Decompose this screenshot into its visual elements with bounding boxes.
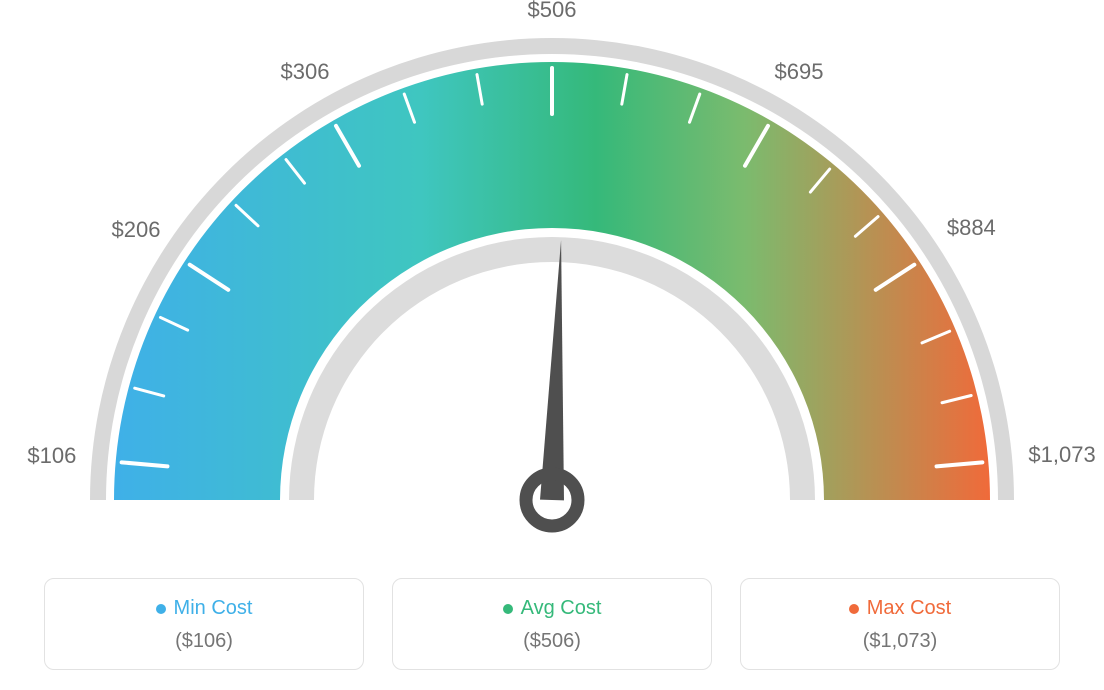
tick-label: $106 xyxy=(27,443,76,469)
gauge-svg xyxy=(0,0,1104,560)
needle xyxy=(540,240,564,500)
tick-label: $1,073 xyxy=(1028,442,1095,468)
tick-label: $506 xyxy=(528,0,577,23)
legend-value-max: ($1,073) xyxy=(751,630,1049,653)
legend-title-avg: Avg Cost xyxy=(503,597,602,620)
legend-title-text: Avg Cost xyxy=(521,597,602,620)
legend-value-avg: ($506) xyxy=(403,630,701,653)
tick-label: $206 xyxy=(112,217,161,243)
dot-icon xyxy=(503,604,513,614)
dot-icon xyxy=(849,604,859,614)
legend-title-max: Max Cost xyxy=(849,597,951,620)
dot-icon xyxy=(156,604,166,614)
gauge-chart-container: $106 $206 $306 $506 $695 $884 $1,073 Min Cost … xyxy=(0,0,1104,690)
gauge-area: $106 $206 $306 $506 $695 $884 $1,073 xyxy=(0,0,1104,560)
legend-title-text: Max Cost xyxy=(867,597,951,620)
tick-label: $695 xyxy=(775,59,824,85)
legend-value-min: ($106) xyxy=(55,630,353,653)
tick-label: $306 xyxy=(281,59,330,85)
legend-row: Min Cost ($106) Avg Cost ($506) Max Cost… xyxy=(0,578,1104,670)
legend-card-min: Min Cost ($106) xyxy=(44,578,364,670)
legend-card-avg: Avg Cost ($506) xyxy=(392,578,712,670)
legend-title-min: Min Cost xyxy=(156,597,253,620)
tick-label: $884 xyxy=(947,215,996,241)
legend-card-max: Max Cost ($1,073) xyxy=(740,578,1060,670)
legend-title-text: Min Cost xyxy=(174,597,253,620)
